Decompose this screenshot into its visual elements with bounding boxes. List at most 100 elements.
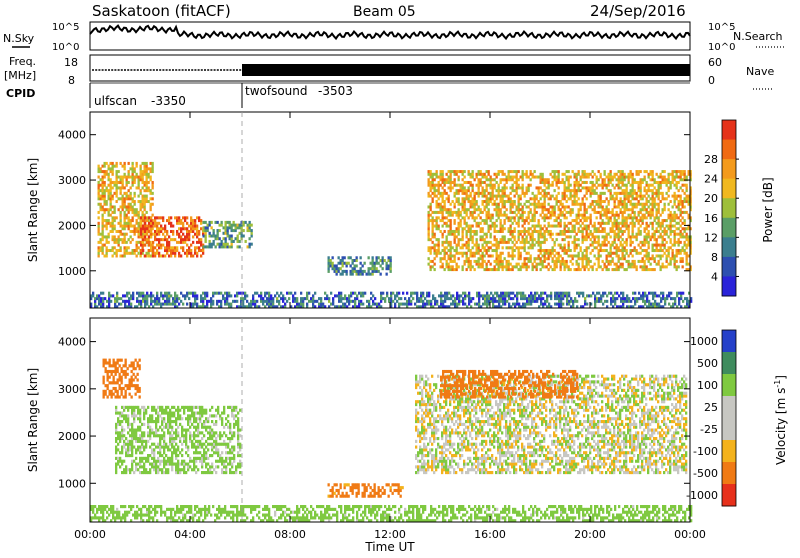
data-cell bbox=[488, 230, 490, 233]
data-cell bbox=[134, 211, 136, 214]
data-cell bbox=[646, 249, 648, 252]
data-cell bbox=[542, 241, 544, 244]
data-cell bbox=[576, 238, 578, 241]
data-cell bbox=[436, 205, 438, 208]
data-cell bbox=[292, 297, 294, 300]
data-cell bbox=[448, 170, 450, 173]
data-cell bbox=[578, 294, 580, 297]
data-cell bbox=[598, 203, 600, 206]
data-cell bbox=[276, 292, 278, 295]
data-cell bbox=[436, 227, 438, 230]
data-cell bbox=[458, 230, 460, 233]
data-cell bbox=[686, 184, 688, 187]
data-cell bbox=[360, 294, 362, 297]
data-cell bbox=[98, 294, 100, 297]
data-cell bbox=[224, 297, 226, 300]
data-cell bbox=[462, 297, 464, 300]
data-cell bbox=[656, 263, 658, 266]
data-cell bbox=[338, 297, 340, 300]
data-cell bbox=[688, 197, 690, 200]
data-cell bbox=[562, 173, 564, 176]
data-cell bbox=[132, 167, 134, 170]
data-cell bbox=[146, 197, 148, 200]
data-cell bbox=[672, 244, 674, 247]
data-cell bbox=[500, 225, 502, 228]
data-cell bbox=[638, 211, 640, 214]
data-cell bbox=[458, 297, 460, 300]
data-cell bbox=[432, 265, 434, 268]
data-cell bbox=[482, 219, 484, 222]
data-cell bbox=[560, 303, 562, 306]
data-cell bbox=[576, 244, 578, 247]
data-cell bbox=[614, 238, 616, 241]
data-cell bbox=[158, 244, 160, 247]
data-cell bbox=[113, 378, 115, 381]
data-cell bbox=[602, 200, 604, 203]
data-cell bbox=[502, 186, 504, 189]
data-cell bbox=[652, 249, 654, 252]
data-cell bbox=[209, 224, 211, 227]
data-cell bbox=[118, 297, 120, 300]
data-cell bbox=[518, 205, 520, 208]
data-cell bbox=[434, 184, 436, 187]
data-cell bbox=[672, 254, 674, 257]
data-cell bbox=[124, 162, 126, 165]
data-cell bbox=[514, 238, 516, 241]
data-cell bbox=[104, 170, 106, 173]
data-cell bbox=[432, 246, 434, 249]
data-cell bbox=[518, 219, 520, 222]
data-cell bbox=[294, 292, 296, 295]
data-cell bbox=[318, 297, 320, 300]
data-cell bbox=[576, 173, 578, 176]
data-cell bbox=[676, 241, 678, 244]
data-cell bbox=[126, 184, 128, 187]
data-cell bbox=[574, 238, 576, 241]
data-cell bbox=[680, 230, 682, 233]
data-cell bbox=[586, 189, 588, 192]
data-cell bbox=[340, 267, 342, 270]
data-cell bbox=[212, 303, 214, 306]
data-cell bbox=[564, 230, 566, 233]
data-cell bbox=[418, 297, 420, 300]
data-cell bbox=[456, 227, 458, 230]
data-cell bbox=[272, 300, 274, 303]
data-cell bbox=[120, 246, 122, 249]
data-cell bbox=[624, 246, 626, 249]
data-cell bbox=[454, 181, 456, 184]
data-cell bbox=[428, 211, 430, 214]
data-cell bbox=[600, 216, 602, 219]
data-cell bbox=[504, 211, 506, 214]
data-cell bbox=[674, 238, 676, 241]
data-cell bbox=[106, 186, 108, 189]
data-cell bbox=[470, 195, 472, 198]
data-cell bbox=[610, 211, 612, 214]
data-cell bbox=[142, 176, 144, 179]
nave-label: Nave bbox=[746, 65, 774, 78]
data-cell bbox=[148, 249, 150, 252]
data-cell bbox=[516, 300, 518, 303]
data-cell bbox=[109, 393, 111, 396]
data-cell bbox=[444, 246, 446, 249]
data-cell bbox=[664, 297, 666, 300]
data-cell bbox=[590, 238, 592, 241]
data-cell bbox=[476, 238, 478, 241]
data-cell bbox=[634, 292, 636, 295]
data-cell bbox=[352, 267, 354, 270]
data-cell bbox=[546, 249, 548, 252]
data-cell bbox=[146, 167, 148, 170]
data-cell bbox=[604, 178, 606, 181]
data-cell bbox=[488, 249, 490, 252]
data-cell bbox=[564, 294, 566, 297]
data-cell bbox=[588, 233, 590, 236]
data-cell bbox=[106, 222, 108, 225]
data-cell bbox=[112, 227, 114, 230]
data-cell bbox=[252, 300, 254, 303]
data-cell bbox=[666, 254, 668, 257]
data-cell bbox=[446, 225, 448, 228]
data-cell bbox=[164, 254, 166, 257]
data-cell bbox=[660, 225, 662, 228]
data-cell bbox=[612, 208, 614, 211]
data-cell bbox=[476, 208, 478, 211]
data-cell bbox=[426, 303, 428, 306]
data-cell bbox=[516, 170, 518, 173]
